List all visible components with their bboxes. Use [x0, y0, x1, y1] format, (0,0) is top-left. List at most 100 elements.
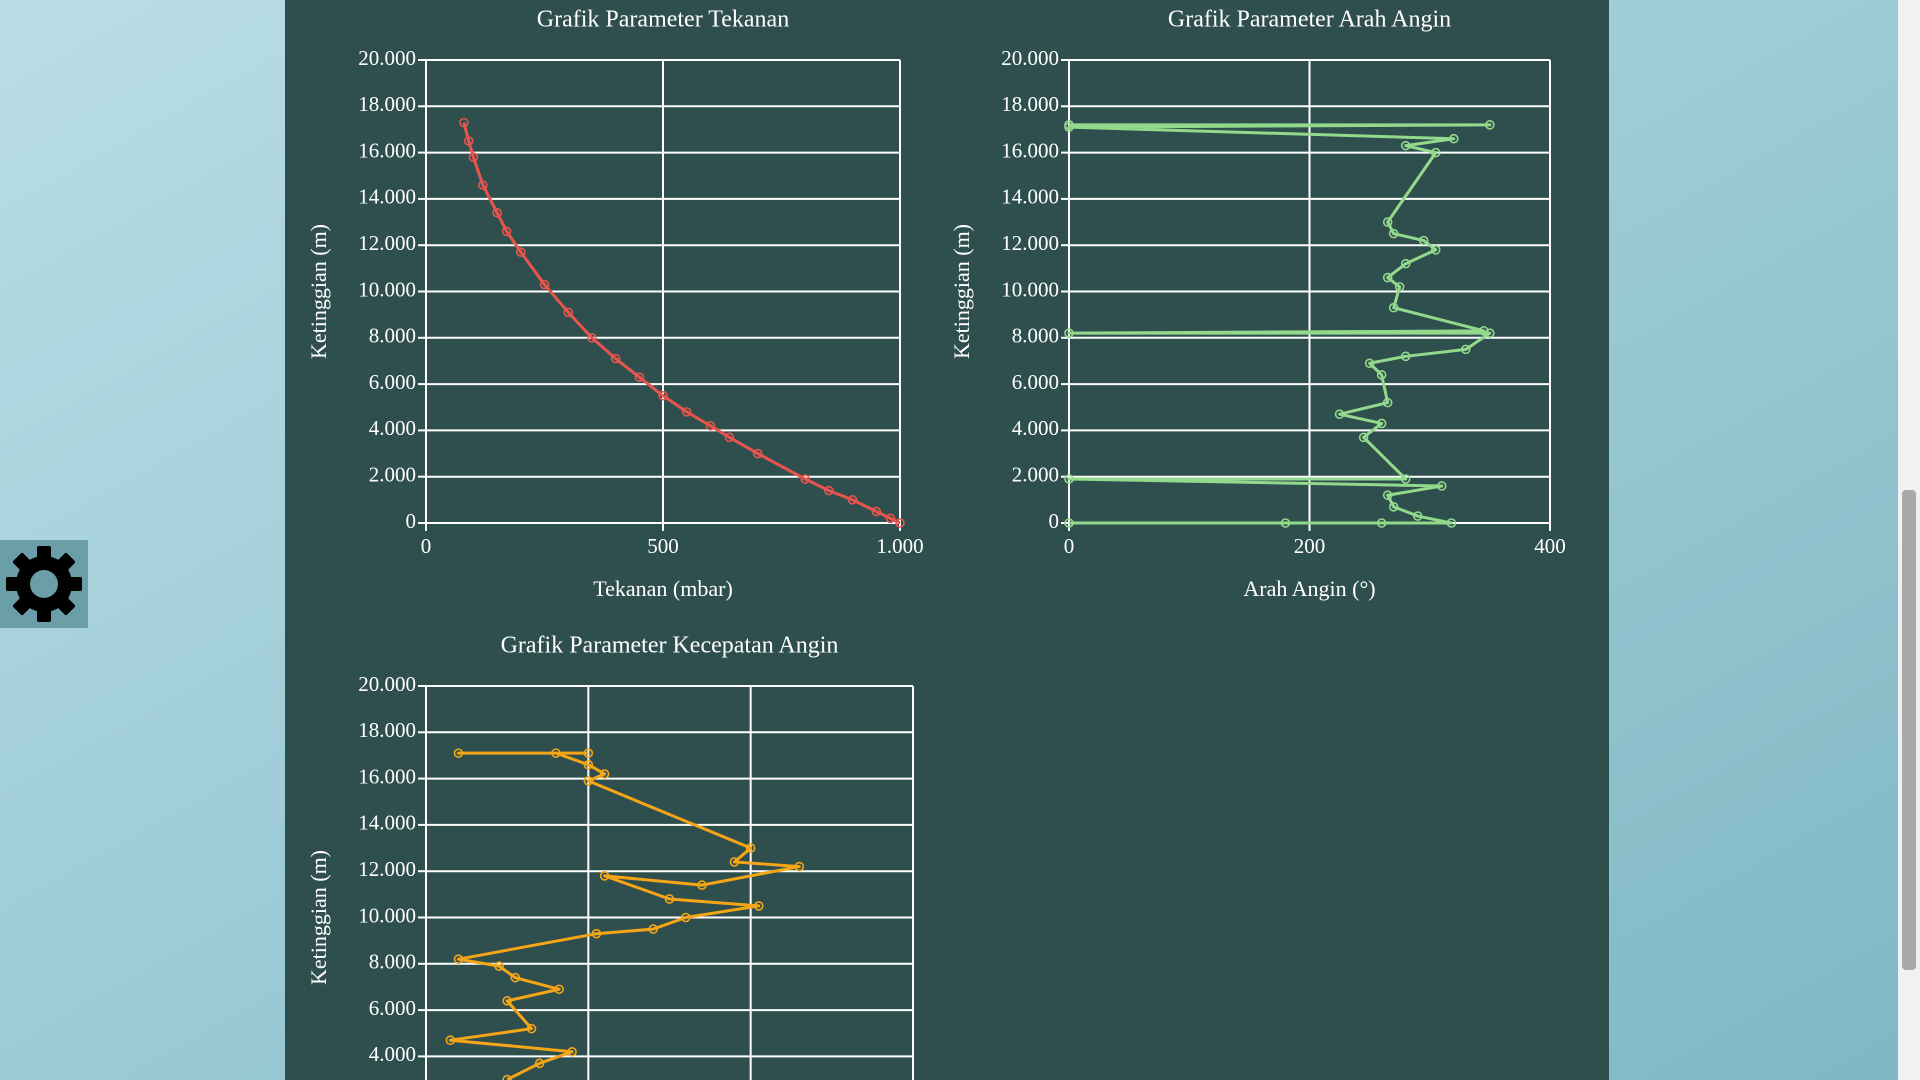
data-point [478, 180, 488, 190]
data-point [681, 407, 692, 417]
data-point [1400, 474, 1411, 484]
data-point [1485, 328, 1495, 338]
y-tick-label: 8.000 [369, 950, 416, 974]
data-point [534, 1058, 545, 1069]
y-tick-label: 0 [1049, 509, 1060, 533]
data-point [468, 152, 479, 163]
scrollbar-thumb[interactable] [1902, 490, 1916, 970]
y-tick-label: 4.000 [369, 1042, 416, 1066]
x-tick-label: 1.000 [876, 534, 923, 558]
data-point [1388, 228, 1399, 239]
data-point [515, 247, 526, 257]
y-tick-label: 6.000 [369, 370, 416, 394]
data-point [1430, 245, 1441, 255]
data-point [648, 924, 659, 934]
data-point [591, 928, 602, 939]
x-tick-label: 500 [647, 534, 679, 558]
data-line [448, 751, 801, 1080]
chart: Grafik Parameter Kecepatan Angin Ketinggi… [306, 633, 914, 1080]
data-point [885, 513, 896, 524]
data-point [563, 307, 574, 318]
x-tick-label: 0 [1064, 534, 1075, 558]
data-point [1446, 518, 1457, 528]
data-point [871, 506, 882, 517]
data-point [664, 894, 675, 904]
data-point [1064, 328, 1074, 338]
data-point [587, 332, 597, 343]
data-point [526, 1023, 537, 1034]
data-point [1400, 351, 1411, 362]
chart: Grafik Parameter Arah Angin Ketinggian (m… [949, 7, 1566, 602]
data-point [583, 748, 594, 758]
data-point [847, 495, 858, 505]
data-point [501, 226, 512, 237]
y-tick-label: 14.000 [358, 185, 416, 209]
data-point [453, 748, 464, 758]
x-axis-title: Arah Angin (°) [1243, 576, 1375, 601]
y-tick-label: 6.000 [1012, 370, 1059, 394]
y-tick-label: 10.000 [1001, 277, 1059, 301]
y-tick-label: 18.000 [358, 92, 416, 116]
data-point [752, 448, 763, 459]
y-tick-label: 10.000 [358, 277, 416, 301]
data-point [1394, 282, 1405, 292]
y-tick-label: 4.000 [369, 416, 416, 440]
y-tick-label: 18.000 [358, 718, 416, 742]
chart: Grafik Parameter Tekanan Ketinggian (m) Te… [306, 7, 924, 602]
data-point [599, 871, 610, 881]
data-point [492, 207, 502, 218]
y-axis-title: Ketinggian (m) [949, 224, 974, 359]
data-point [697, 880, 707, 890]
y-tick-label: 12.000 [358, 857, 416, 881]
data-point [1064, 518, 1074, 528]
data-line [462, 122, 901, 525]
data-point [551, 748, 561, 758]
y-tick-label: 20.000 [358, 46, 416, 70]
data-point [567, 1046, 577, 1057]
chart-panel [285, 0, 1609, 1080]
data-point [459, 117, 469, 128]
data-point [554, 984, 564, 995]
data-point [1358, 432, 1369, 443]
y-axis-title: Ketinggian (m) [306, 850, 331, 985]
x-tick-label: 0 [421, 534, 432, 558]
data-point [1382, 272, 1393, 283]
x-tick-label: 400 [1534, 534, 1566, 558]
y-tick-label: 16.000 [358, 138, 416, 162]
y-tick-label: 10.000 [358, 903, 416, 927]
settings-button[interactable] [0, 540, 88, 628]
data-point [1412, 511, 1423, 521]
data-point [800, 474, 811, 484]
data-point [680, 912, 691, 923]
data-point [463, 136, 474, 146]
data-point [583, 759, 594, 770]
data-point [745, 843, 756, 853]
y-tick-label: 20.000 [358, 672, 416, 696]
data-point [1485, 120, 1495, 130]
data-point [610, 353, 621, 364]
chart-title: Grafik Parameter Tekanan [537, 7, 789, 33]
data-point [1436, 481, 1447, 491]
data-point [599, 769, 610, 779]
data-point [1334, 409, 1345, 419]
data-point [1376, 518, 1387, 528]
data-point [729, 857, 740, 867]
y-tick-label: 14.000 [358, 811, 416, 835]
y-tick-label: 20.000 [1001, 46, 1059, 70]
data-point [1400, 258, 1411, 269]
data-point [1382, 397, 1393, 408]
data-point [895, 518, 905, 528]
data-point [1400, 140, 1411, 151]
y-tick-label: 14.000 [1001, 185, 1059, 209]
y-tick-label: 18.000 [1001, 92, 1059, 116]
data-point [453, 954, 464, 964]
data-point [510, 972, 521, 983]
data-point [1376, 418, 1387, 429]
charts: Grafik Parameter Tekanan Ketinggian (m) Te… [306, 7, 1566, 1080]
data-point [583, 776, 594, 786]
y-tick-label: 2.000 [369, 463, 416, 487]
data-point [1364, 358, 1375, 369]
data-point [539, 279, 550, 290]
